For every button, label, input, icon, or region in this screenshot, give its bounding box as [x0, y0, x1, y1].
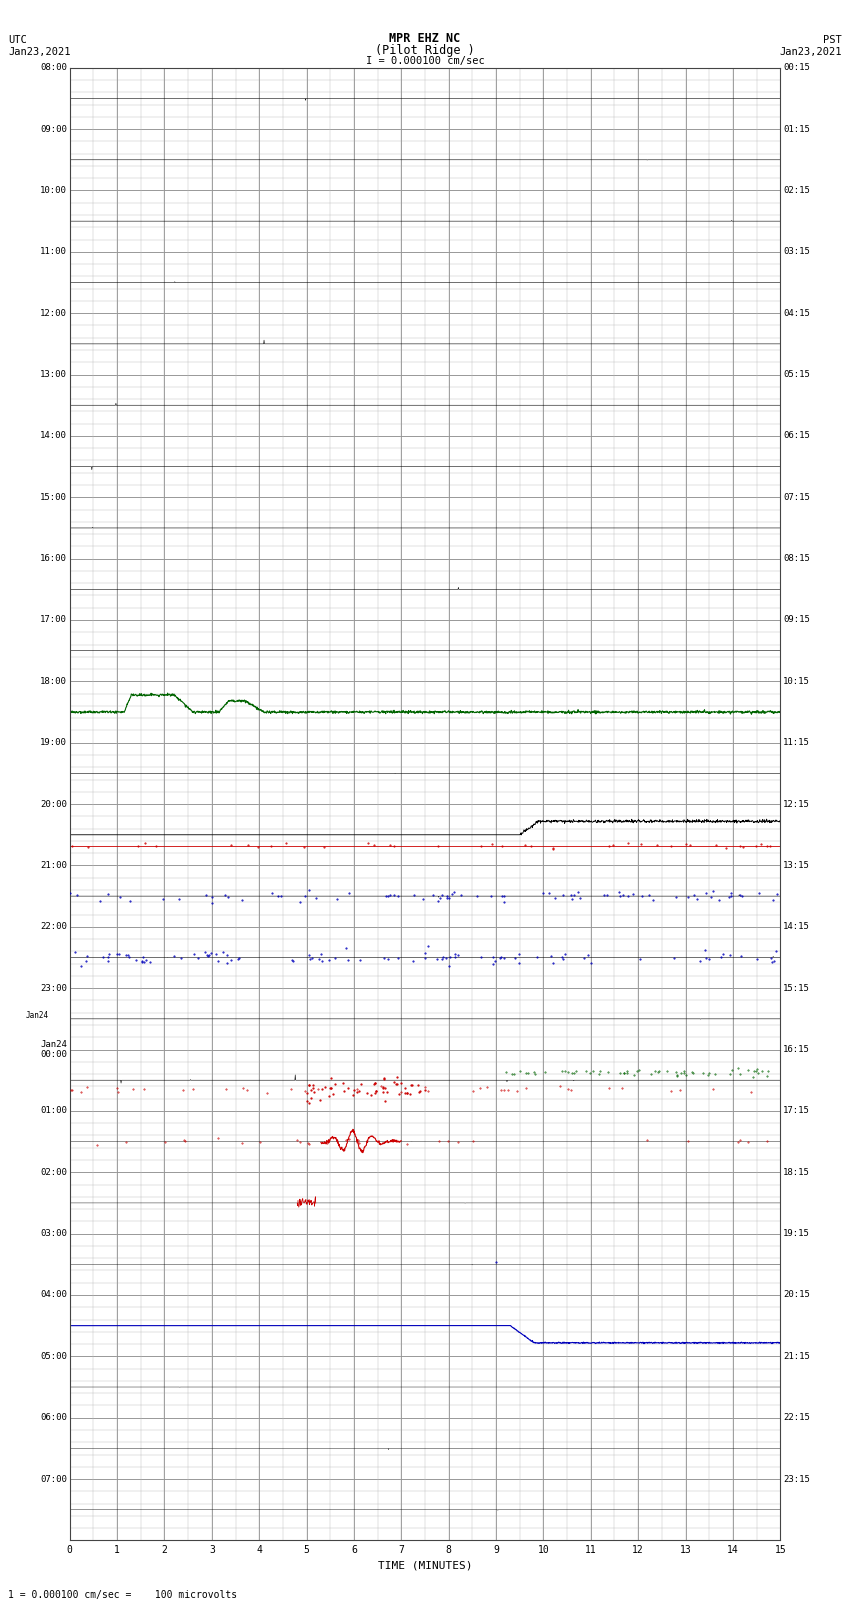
- Text: Jan23,2021: Jan23,2021: [8, 47, 71, 56]
- Text: Jan24: Jan24: [26, 1011, 48, 1021]
- Text: 1 = 0.000100 cm/sec =    100 microvolts: 1 = 0.000100 cm/sec = 100 microvolts: [8, 1590, 238, 1600]
- Text: PST: PST: [823, 35, 842, 45]
- Text: Jan23,2021: Jan23,2021: [779, 47, 842, 56]
- Text: (Pilot Ridge ): (Pilot Ridge ): [375, 44, 475, 56]
- Text: I = 0.000100 cm/sec: I = 0.000100 cm/sec: [366, 56, 484, 66]
- Text: UTC: UTC: [8, 35, 27, 45]
- X-axis label: TIME (MINUTES): TIME (MINUTES): [377, 1561, 473, 1571]
- Text: MPR EHZ NC: MPR EHZ NC: [389, 32, 461, 45]
